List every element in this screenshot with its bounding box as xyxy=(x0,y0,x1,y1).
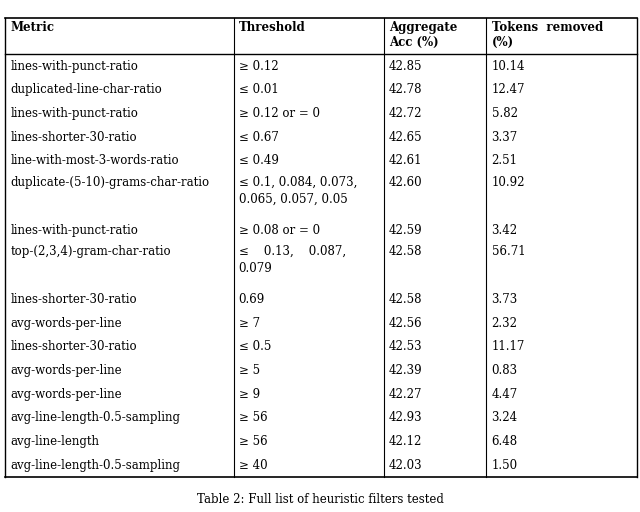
Text: 1.50: 1.50 xyxy=(492,459,518,472)
Text: 42.61: 42.61 xyxy=(389,155,422,167)
Text: 3.73: 3.73 xyxy=(492,293,518,306)
Text: duplicate-(5-10)-grams-char-ratio: duplicate-(5-10)-grams-char-ratio xyxy=(10,176,209,189)
Text: 42.56: 42.56 xyxy=(389,316,423,330)
Text: 42.03: 42.03 xyxy=(389,459,423,472)
Text: 42.65: 42.65 xyxy=(389,131,423,144)
Text: ≤ 0.5: ≤ 0.5 xyxy=(239,340,271,353)
Text: duplicated-line-char-ratio: duplicated-line-char-ratio xyxy=(10,83,162,96)
Text: lines-shorter-30-ratio: lines-shorter-30-ratio xyxy=(10,340,137,353)
Text: lines-shorter-30-ratio: lines-shorter-30-ratio xyxy=(10,293,137,306)
Text: 3.24: 3.24 xyxy=(492,411,518,424)
Text: ≤ 0.01: ≤ 0.01 xyxy=(239,83,278,96)
Text: 2.32: 2.32 xyxy=(492,316,518,330)
Text: lines-shorter-30-ratio: lines-shorter-30-ratio xyxy=(10,131,137,144)
Text: Table 2: Full list of heuristic filters tested: Table 2: Full list of heuristic filters … xyxy=(196,493,444,506)
Text: 0.69: 0.69 xyxy=(239,293,265,306)
Text: lines-with-punct-ratio: lines-with-punct-ratio xyxy=(10,59,138,73)
Text: avg-line-length-0.5-sampling: avg-line-length-0.5-sampling xyxy=(10,459,180,472)
Text: ≤ 0.67: ≤ 0.67 xyxy=(239,131,278,144)
Text: 42.85: 42.85 xyxy=(389,59,422,73)
Text: Threshold: Threshold xyxy=(239,21,305,34)
Text: 4.47: 4.47 xyxy=(492,388,518,401)
Text: Tokens  removed
(%): Tokens removed (%) xyxy=(492,21,603,49)
Text: 42.12: 42.12 xyxy=(389,435,422,448)
Text: 42.60: 42.60 xyxy=(389,176,423,189)
Text: ≤ 0.1, 0.084, 0.073,
0.065, 0.057, 0.05: ≤ 0.1, 0.084, 0.073, 0.065, 0.057, 0.05 xyxy=(239,176,357,205)
Text: ≥ 40: ≥ 40 xyxy=(239,459,268,472)
Text: line-with-most-3-words-ratio: line-with-most-3-words-ratio xyxy=(10,155,179,167)
Text: avg-words-per-line: avg-words-per-line xyxy=(10,388,122,401)
Text: 10.92: 10.92 xyxy=(492,176,525,189)
Text: 42.27: 42.27 xyxy=(389,388,422,401)
Text: lines-with-punct-ratio: lines-with-punct-ratio xyxy=(10,107,138,120)
Text: ≥ 0.12: ≥ 0.12 xyxy=(239,59,278,73)
Text: 11.17: 11.17 xyxy=(492,340,525,353)
Text: avg-words-per-line: avg-words-per-line xyxy=(10,316,122,330)
Text: 6.48: 6.48 xyxy=(492,435,518,448)
Text: ≥ 56: ≥ 56 xyxy=(239,411,268,424)
Text: ≤    0.13,    0.087,
0.079: ≤ 0.13, 0.087, 0.079 xyxy=(239,245,346,274)
Text: ≥ 7: ≥ 7 xyxy=(239,316,260,330)
Text: top-(2,3,4)-gram-char-ratio: top-(2,3,4)-gram-char-ratio xyxy=(10,245,171,258)
Text: 2.51: 2.51 xyxy=(492,155,518,167)
Text: 42.53: 42.53 xyxy=(389,340,423,353)
Text: 3.42: 3.42 xyxy=(492,224,518,237)
Text: ≥ 56: ≥ 56 xyxy=(239,435,268,448)
Text: 12.47: 12.47 xyxy=(492,83,525,96)
Text: 10.14: 10.14 xyxy=(492,59,525,73)
Text: 42.58: 42.58 xyxy=(389,245,422,258)
Text: Metric: Metric xyxy=(10,21,54,34)
Text: 42.58: 42.58 xyxy=(389,293,422,306)
Text: 42.78: 42.78 xyxy=(389,83,422,96)
Text: 42.39: 42.39 xyxy=(389,364,423,377)
Text: ≥ 5: ≥ 5 xyxy=(239,364,260,377)
Text: ≤ 0.49: ≤ 0.49 xyxy=(239,155,278,167)
Text: ≥ 9: ≥ 9 xyxy=(239,388,260,401)
Text: avg-words-per-line: avg-words-per-line xyxy=(10,364,122,377)
Text: avg-line-length-0.5-sampling: avg-line-length-0.5-sampling xyxy=(10,411,180,424)
Text: 42.59: 42.59 xyxy=(389,224,423,237)
Text: avg-line-length: avg-line-length xyxy=(10,435,99,448)
Text: 56.71: 56.71 xyxy=(492,245,525,258)
Text: 42.72: 42.72 xyxy=(389,107,422,120)
Text: lines-with-punct-ratio: lines-with-punct-ratio xyxy=(10,224,138,237)
Text: 42.93: 42.93 xyxy=(389,411,423,424)
Text: ≥ 0.12 or = 0: ≥ 0.12 or = 0 xyxy=(239,107,320,120)
Text: 0.83: 0.83 xyxy=(492,364,518,377)
Text: 3.37: 3.37 xyxy=(492,131,518,144)
Text: ≥ 0.08 or = 0: ≥ 0.08 or = 0 xyxy=(239,224,320,237)
Text: 5.82: 5.82 xyxy=(492,107,518,120)
Text: Aggregate
Acc (%): Aggregate Acc (%) xyxy=(389,21,458,49)
